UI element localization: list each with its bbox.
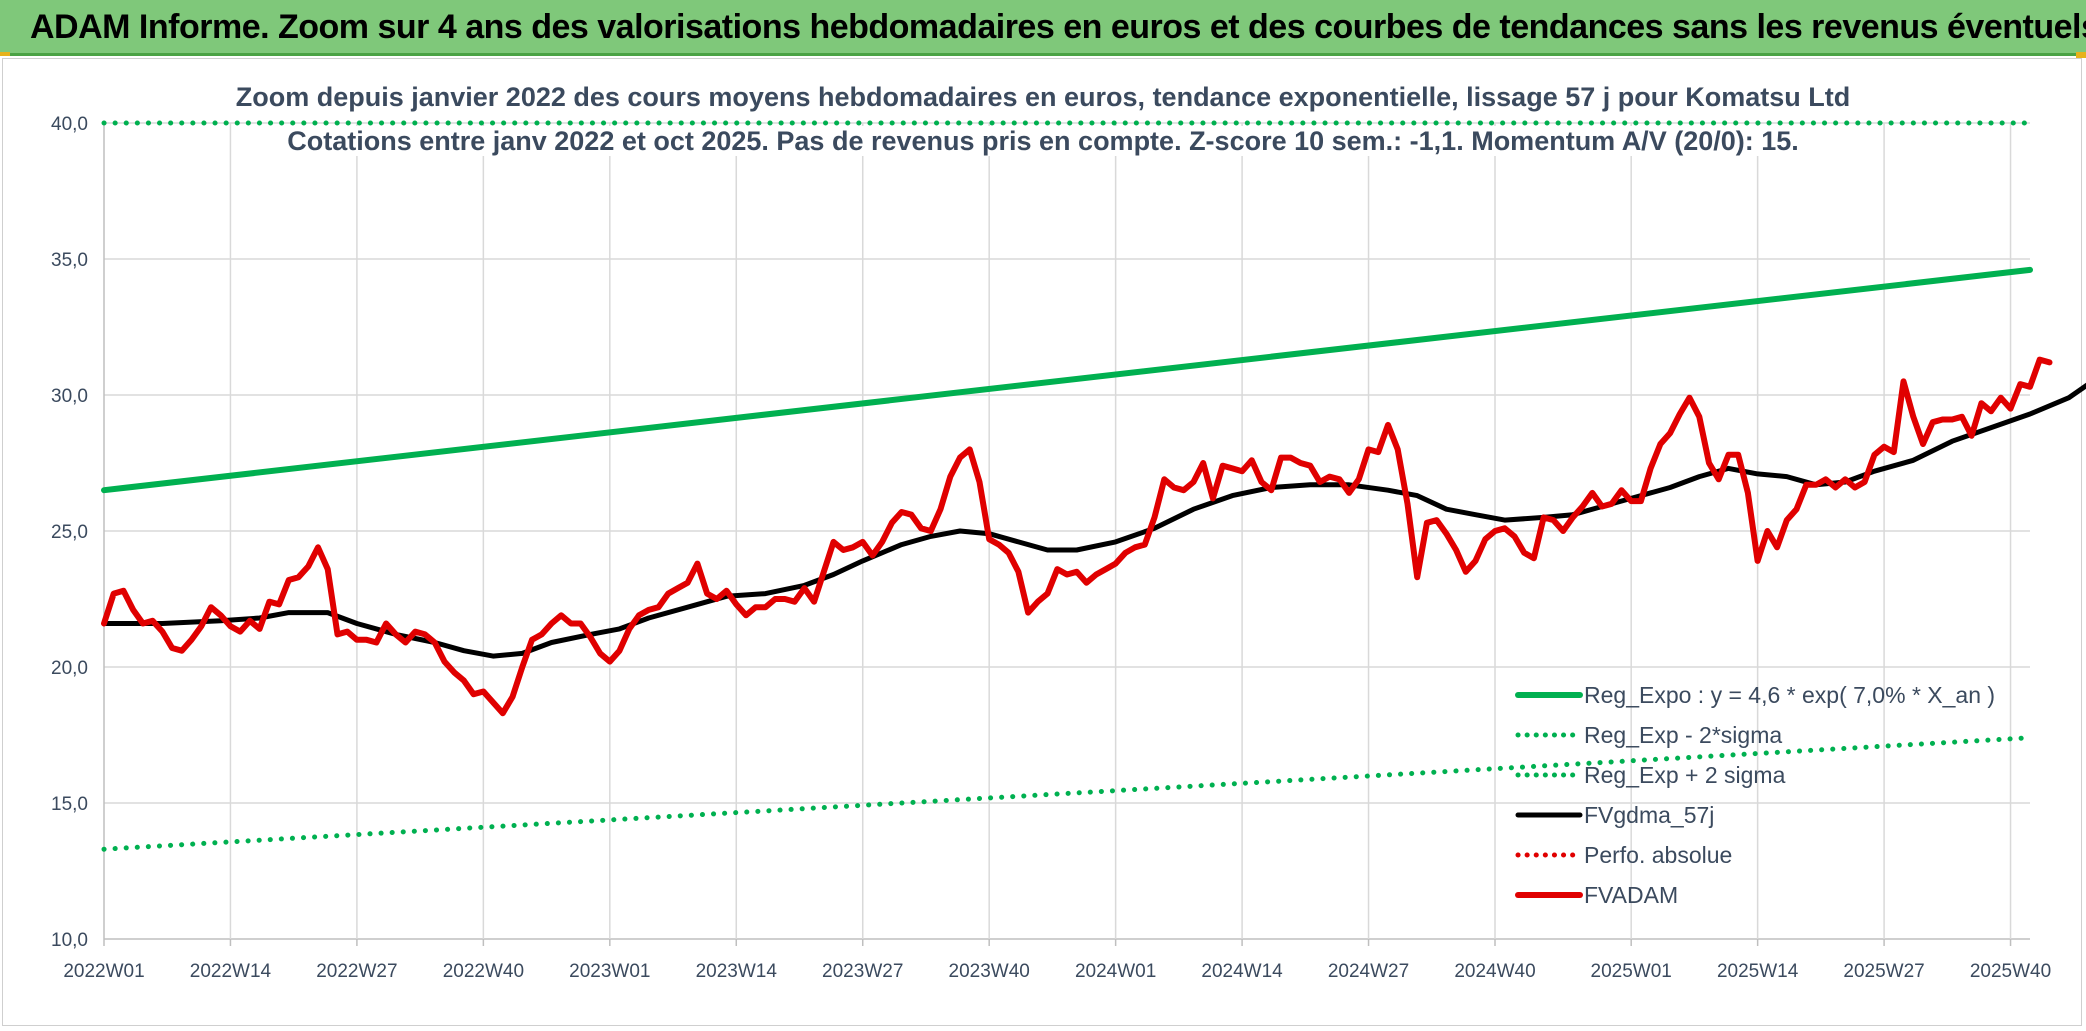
x-tick-label: 2025W27: [1843, 961, 1924, 982]
x-tick-label: 2025W40: [1970, 961, 2051, 982]
legend-label-3: FVgdma_57j: [1584, 802, 1714, 828]
y-tick-label: 25,0: [51, 522, 88, 543]
gridlines: [104, 122, 2030, 940]
y-tick-label: 15,0: [51, 794, 88, 815]
legend-label-1: Reg_Exp - 2*sigma: [1584, 722, 1782, 748]
report-title: ADAM Informe. Zoom sur 4 ans des valoris…: [30, 8, 2086, 46]
y-tick-label: 20,0: [51, 658, 88, 679]
plot-area: [101, 120, 2086, 852]
x-tick-label: 2023W40: [949, 961, 1030, 982]
x-tick-label: 2024W14: [1201, 961, 1283, 982]
x-tick-label: 2024W01: [1075, 961, 1156, 982]
x-tick-label: 2022W27: [316, 961, 397, 982]
legend-label-2: Reg_Exp + 2 sigma: [1584, 762, 1786, 788]
series-line-3: [101, 382, 2086, 659]
x-tick-label: 2022W14: [190, 961, 272, 982]
chart-title-text: Zoom depuis janvier 2022 des cours moyen…: [225, 82, 1861, 112]
chart-subtitle-text: Cotations entre janv 2022 et oct 2025. P…: [277, 126, 1809, 156]
x-tick-label: 2023W14: [696, 961, 778, 982]
x-tick-label: 2024W27: [1328, 961, 1409, 982]
legend-label-0: Reg_Expo : y = 4,6 * exp( 7,0% * X_an ): [1584, 682, 1995, 708]
chart-frame: [2, 58, 2082, 1026]
x-tick-label: 2023W27: [822, 961, 903, 982]
y-tick-label: 30,0: [51, 386, 88, 407]
chart-title: Zoom depuis janvier 2022 des cours moyen…: [0, 82, 2086, 113]
series-line-5: [101, 356, 2053, 717]
series-line-1: [101, 735, 2033, 852]
x-tick-label: 2022W01: [63, 961, 144, 982]
x-tick-label: 2022W40: [443, 961, 524, 982]
x-tick-label: 2024W40: [1454, 961, 1535, 982]
legend-label-4: Perfo. absolue: [1584, 842, 1732, 868]
y-axis: 10,0 15,0 20,0 25,0 30,0 35,0 40,0: [51, 114, 105, 951]
report-banner: ADAM Informe. Zoom sur 4 ans des valoris…: [0, 0, 2086, 56]
x-axis: 2022W01 2022W14 2022W27 2022W40 2023W01 2023W…: [63, 939, 2051, 982]
x-tick-label: 2025W01: [1591, 961, 1672, 982]
y-tick-label: 35,0: [51, 250, 88, 271]
x-tick-label: 2023W01: [569, 961, 650, 982]
y-tick-label: 40,0: [51, 114, 88, 135]
series-line-0: [101, 266, 2033, 494]
legend-label-5: FVADAM: [1584, 882, 1678, 908]
banner-accent-right: [2076, 52, 2086, 58]
banner-accent-left: [0, 52, 10, 56]
chart-subtitle: Cotations entre janv 2022 et oct 2025. P…: [0, 126, 2086, 157]
y-tick-label: 10,0: [51, 930, 88, 951]
chart-legend: Reg_Expo : y = 4,6 * exp( 7,0% * X_an ) R…: [1515, 682, 1995, 908]
x-tick-label: 2025W14: [1717, 961, 1799, 982]
